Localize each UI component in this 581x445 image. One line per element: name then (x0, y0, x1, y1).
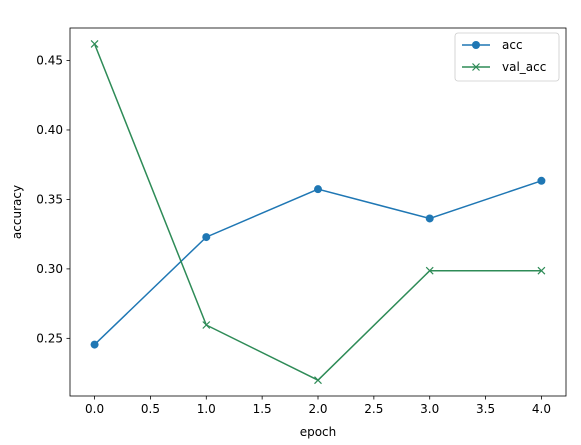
point-val_acc (90, 40, 99, 48)
legend: acc val_acc (454, 32, 560, 82)
x-axis-label: epoch (300, 425, 337, 439)
point-acc (314, 185, 322, 194)
y-tick-label: 0.35 (36, 192, 63, 206)
x-tick-label: 3.5 (476, 402, 495, 416)
point-val_acc (425, 266, 434, 275)
point-acc (537, 176, 546, 185)
legend-label-acc: acc (502, 38, 523, 52)
point-acc (425, 214, 434, 223)
x-tick-label: 1.0 (197, 402, 216, 416)
legend-marker-val_acc (472, 63, 480, 71)
y-tick-label: 0.25 (36, 331, 63, 345)
axes: 0.0 0.5 1.0 1.5 2.0 2.5 3.0 3.5 4.0 0.25 0.30 0.35 0… (36, 27, 567, 416)
y-axis-label: accuracy (10, 185, 24, 239)
y-tick-label: 0.30 (36, 262, 63, 276)
x-tick-label: 2.5 (364, 402, 383, 416)
legend-marker-acc (472, 41, 480, 49)
series-line-acc (94, 180, 542, 346)
y-tick-label: 0.45 (36, 54, 63, 68)
x-tick-label: 1.5 (253, 402, 272, 416)
series-line-val_acc (93, 43, 542, 382)
point-acc (202, 233, 211, 242)
x-tick-label: 0.0 (85, 402, 104, 416)
plot-area (90, 40, 546, 385)
point-val_acc (314, 376, 322, 385)
point-acc (90, 340, 99, 349)
legend-label-val_acc: val_acc (502, 60, 546, 74)
x-tick-label: 4.0 (532, 402, 551, 416)
x-tick-label: 2.0 (308, 402, 327, 416)
y-tick-label: 0.40 (36, 123, 63, 137)
point-val_acc (537, 266, 546, 275)
point-val_acc (202, 321, 211, 329)
x-tick-label: 0.5 (141, 402, 160, 416)
axes-frame (69, 27, 567, 397)
x-tick-label: 3.0 (420, 402, 439, 416)
